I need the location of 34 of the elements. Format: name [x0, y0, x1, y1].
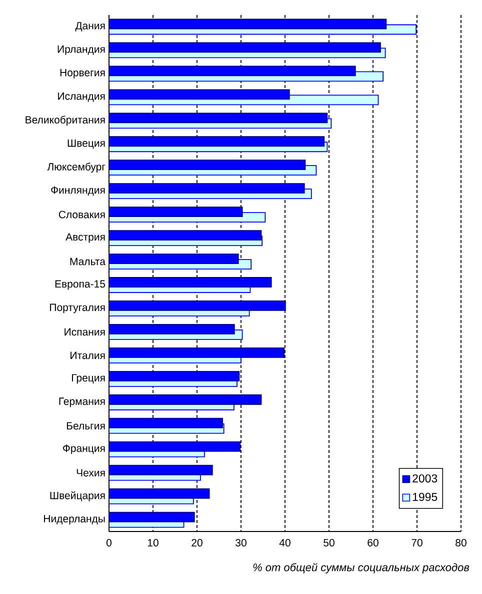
y-tick-label: Люксембург: [47, 162, 106, 173]
x-tick-label: 20: [192, 539, 202, 546]
y-tick-label: Чехия: [76, 469, 105, 476]
y-tick-label: Ирландия: [58, 46, 105, 55]
y-tick-label: Германия: [59, 398, 105, 408]
x-tick-label: 0: [106, 539, 112, 546]
y-tick-label: Испания: [64, 328, 105, 336]
y-tick-label: Дания: [75, 22, 105, 32]
y-tick-label: Нидерланды: [44, 515, 105, 524]
y-tick-label: Бельгия: [66, 422, 105, 430]
y-tick-label: Австрия: [66, 233, 105, 243]
y-tick-label: Греция: [72, 374, 105, 384]
x-tick-label: 50: [324, 539, 334, 546]
legend-label: 2003: [412, 474, 438, 482]
x-axis-title: % от общей суммы социальных расходов: [253, 563, 470, 574]
y-tick-label: Франция: [63, 444, 105, 454]
x-tick-label: 70: [412, 539, 422, 546]
x-tick-label: 40: [279, 539, 290, 546]
y-tick-label: Словакия: [58, 210, 105, 218]
y-tick-label: Финляндия: [51, 186, 105, 196]
y-tick-label: Мальта: [70, 258, 106, 266]
y-tick-label: Швеция: [68, 139, 105, 149]
legend-label: 1995: [412, 492, 438, 501]
y-tick-label: Португалия: [50, 304, 105, 314]
x-tick-label: 80: [456, 539, 466, 546]
y-tick-label: Норвегия: [60, 69, 105, 78]
x-tick-label: 60: [368, 539, 378, 546]
y-tick-label: Исландия: [58, 92, 105, 102]
y-tick-label: Италия: [70, 352, 105, 360]
x-tick-label: 30: [236, 539, 246, 546]
y-tick-label: Европа-15: [55, 280, 106, 290]
x-tick-label: 10: [148, 539, 158, 546]
y-tick-label: Швейцария: [50, 491, 105, 502]
y-tick-label: Великобритания: [26, 116, 105, 126]
